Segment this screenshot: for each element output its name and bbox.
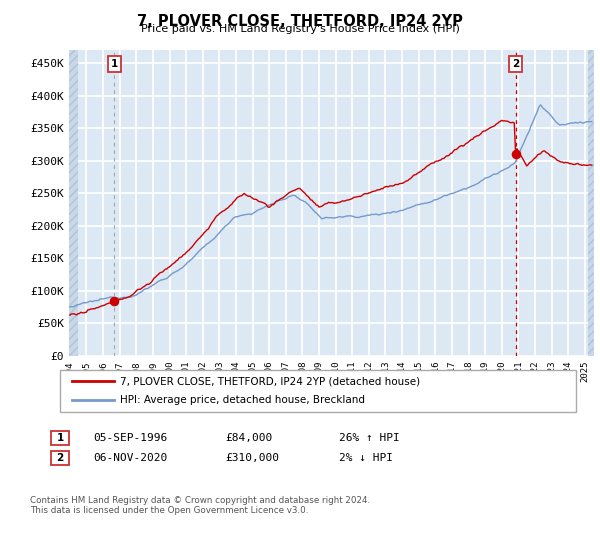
Text: £84,000: £84,000	[225, 433, 272, 443]
Text: 1: 1	[110, 59, 118, 69]
Text: Contains HM Land Registry data © Crown copyright and database right 2024.
This d: Contains HM Land Registry data © Crown c…	[30, 496, 370, 515]
Text: Price paid vs. HM Land Registry's House Price Index (HPI): Price paid vs. HM Land Registry's House …	[140, 24, 460, 34]
Text: 1: 1	[56, 433, 64, 443]
Text: 2: 2	[56, 453, 64, 463]
Point	[109, 297, 119, 306]
Text: 7, PLOVER CLOSE, THETFORD, IP24 2YP: 7, PLOVER CLOSE, THETFORD, IP24 2YP	[137, 14, 463, 29]
Text: 2% ↓ HPI: 2% ↓ HPI	[339, 453, 393, 463]
Point	[511, 150, 520, 159]
Text: 7, PLOVER CLOSE, THETFORD, IP24 2YP (detached house): 7, PLOVER CLOSE, THETFORD, IP24 2YP (det…	[120, 376, 420, 386]
Text: 26% ↑ HPI: 26% ↑ HPI	[339, 433, 400, 443]
Text: 06-NOV-2020: 06-NOV-2020	[93, 453, 167, 463]
Text: 2: 2	[512, 59, 519, 69]
Bar	[588, 50, 596, 356]
Bar	[69, 50, 78, 356]
Text: HPI: Average price, detached house, Breckland: HPI: Average price, detached house, Brec…	[120, 395, 365, 405]
Text: 05-SEP-1996: 05-SEP-1996	[93, 433, 167, 443]
Text: £310,000: £310,000	[225, 453, 279, 463]
